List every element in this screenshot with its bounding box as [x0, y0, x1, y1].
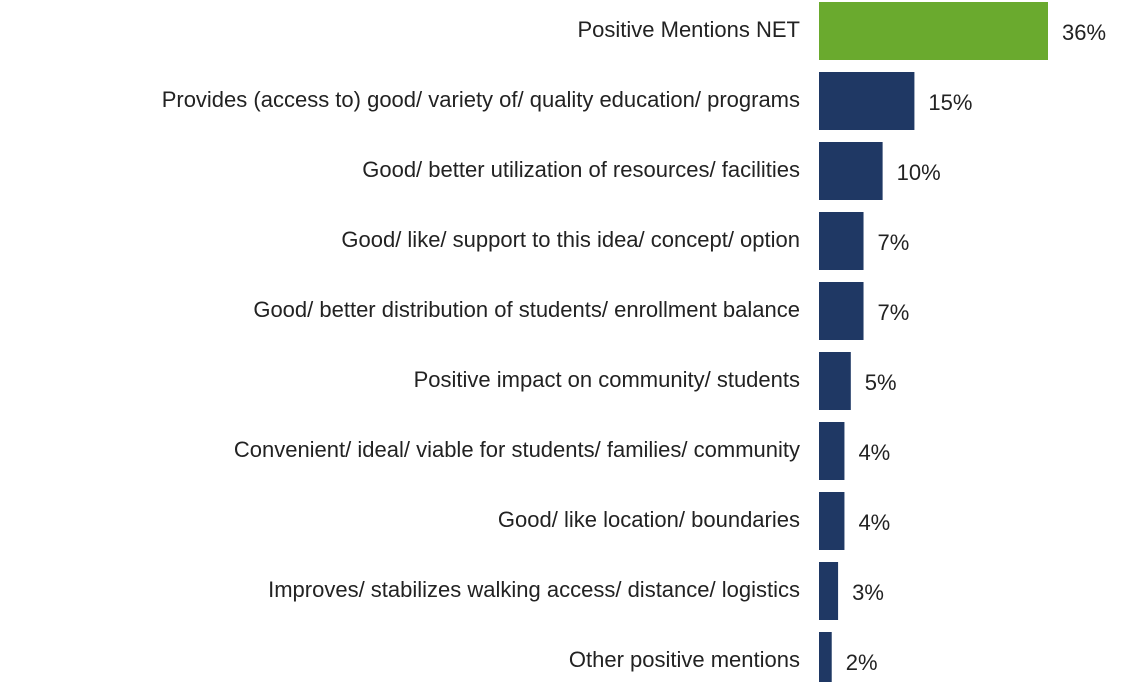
bar [819, 72, 915, 130]
value-label: 10% [897, 160, 941, 185]
bar [819, 422, 845, 480]
value-label: 15% [928, 90, 972, 115]
category-label: Good/ better distribution of students/ e… [253, 297, 800, 322]
category-label: Provides (access to) good/ variety of/ q… [162, 87, 800, 112]
value-label: 3% [852, 580, 884, 605]
bar [819, 282, 864, 340]
value-label: 5% [865, 370, 897, 395]
bar [819, 142, 883, 200]
bar [819, 2, 1048, 60]
value-label: 4% [858, 510, 890, 535]
bar [819, 352, 851, 410]
category-label: Positive impact on community/ students [414, 367, 800, 392]
category-label: Other positive mentions [569, 647, 800, 672]
category-label: Convenient/ ideal/ viable for students/ … [234, 437, 800, 462]
value-label: 7% [878, 230, 910, 255]
value-label: 2% [846, 650, 878, 675]
category-label: Good/ better utilization of resources/ f… [362, 157, 800, 182]
bar [819, 492, 845, 550]
category-label: Positive Mentions NET [577, 17, 800, 42]
value-label: 7% [878, 300, 910, 325]
bar [819, 632, 832, 682]
category-label: Good/ like/ support to this idea/ concep… [341, 227, 800, 252]
category-label: Improves/ stabilizes walking access/ dis… [268, 577, 800, 602]
category-label: Good/ like location/ boundaries [498, 507, 800, 532]
value-label: 4% [858, 440, 890, 465]
bar [819, 212, 864, 270]
bar [819, 562, 839, 620]
value-label: 36% [1062, 20, 1106, 45]
